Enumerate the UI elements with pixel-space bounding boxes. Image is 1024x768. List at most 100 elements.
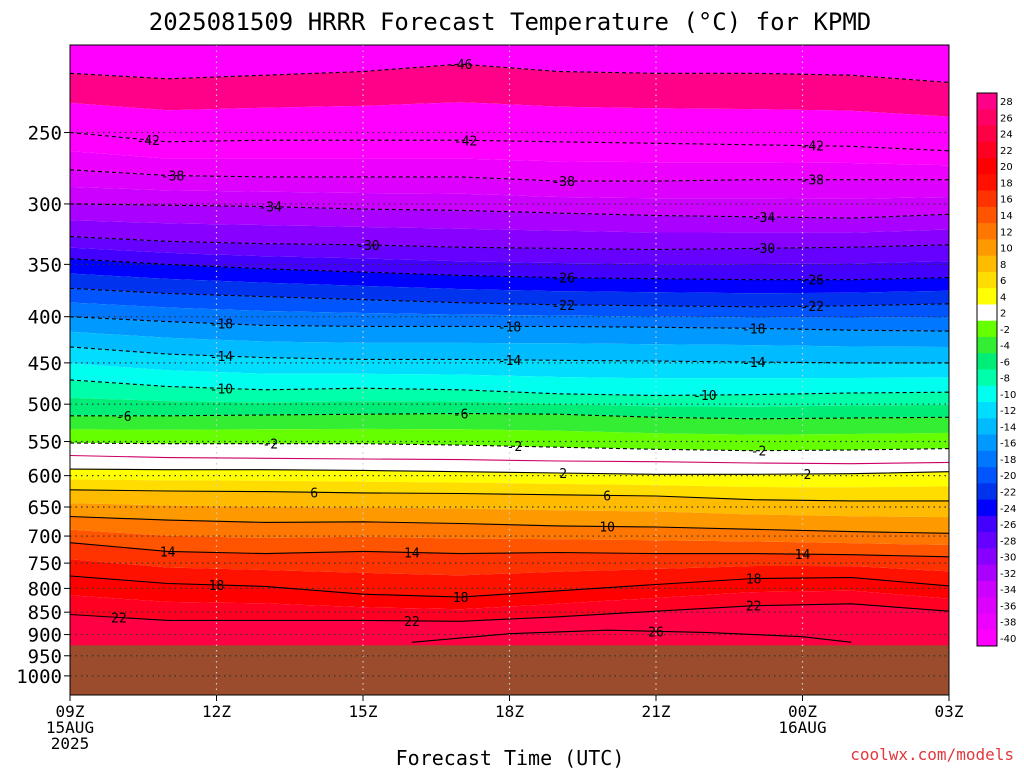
legend-label: -40 (1000, 634, 1016, 645)
chart-title: 2025081509 HRRR Forecast Temperature (°C… (149, 8, 871, 36)
legend-swatch (977, 190, 997, 208)
color-band (70, 288, 949, 318)
legend-frame (976, 92, 998, 647)
y-tick-label: 500 (28, 394, 62, 416)
legend-label: 6 (1000, 276, 1006, 287)
contour-label: -14 (498, 354, 522, 369)
color-band (70, 469, 949, 488)
legend-swatch (977, 597, 997, 614)
contour-label: -10 (210, 382, 233, 397)
contour-label: 10 (599, 520, 615, 535)
contour-label: -6 (453, 407, 469, 422)
legend-swatch (977, 434, 997, 452)
legend-label: 2 (1000, 309, 1006, 320)
color-band (70, 273, 949, 307)
legend-label: -6 (1000, 357, 1010, 368)
contour-label: 22 (111, 611, 127, 626)
legend-swatch (977, 288, 997, 305)
legend-swatch (977, 385, 997, 403)
legend-label: -34 (1000, 585, 1016, 596)
contour-label: -42 (454, 134, 477, 149)
legend-label: -26 (1000, 520, 1016, 531)
x-tick-label: 18Z (495, 702, 524, 721)
contour-label: -38 (551, 175, 574, 190)
legend-label: 22 (1000, 146, 1013, 157)
contour-label: 18 (209, 579, 225, 594)
contour-label: -14 (742, 356, 766, 371)
legend-swatch (977, 418, 997, 436)
contour-label: 22 (746, 600, 762, 615)
contour-label: -22 (551, 299, 574, 314)
contour-label: -2 (507, 440, 523, 455)
color-band (70, 479, 949, 501)
legend-label: -28 (1000, 536, 1016, 547)
contour-label: 18 (746, 572, 762, 587)
ground-fill (70, 645, 949, 695)
contour-label: -46 (449, 58, 472, 73)
legend-swatch (977, 109, 997, 127)
x-tick-label: 15AUG (46, 718, 94, 737)
legend-swatch (977, 483, 997, 501)
y-tick-label: 700 (28, 526, 62, 548)
legend-swatch (977, 532, 997, 549)
color-band (70, 363, 949, 396)
temperature-contours: -46-42 -42 -42-38 -38 -38-34-34-30 -30-26 -26-… (70, 58, 949, 643)
contour-line (70, 489, 949, 502)
contour-label: -2 (751, 445, 767, 460)
x-tick-label: 03Z (935, 702, 964, 721)
color-band (70, 236, 949, 265)
y-tick-label: 250 (28, 122, 62, 144)
contour-label: -18 (210, 318, 233, 333)
legend-swatch (977, 336, 997, 354)
contour-label: -30 (356, 239, 379, 254)
y-tick-label: 650 (28, 497, 62, 519)
contour-label: -18 (742, 322, 765, 337)
contour-label: -38 (161, 170, 184, 185)
legend-label: 24 (1000, 130, 1013, 141)
color-band (70, 529, 949, 557)
y-tick-label: 900 (28, 625, 62, 647)
legend-swatch (977, 548, 997, 566)
y-axis: 2503003504004505005506006507007508008509… (16, 122, 70, 688)
contour-label: -6 (116, 410, 132, 425)
legend-label: 26 (1000, 113, 1013, 124)
legend-label: 18 (1000, 178, 1013, 189)
legend-swatch (977, 93, 997, 110)
ground-rect (70, 645, 949, 695)
legend-label: -30 (1000, 553, 1016, 564)
contour-label: 6 (310, 486, 318, 501)
legend-swatch (977, 125, 997, 143)
contour-label: 14 (795, 548, 811, 563)
contour-label: -22 (801, 300, 824, 315)
x-tick-label: 2025 (51, 734, 90, 753)
contour-label: 2 (559, 467, 567, 482)
legend-swatch (977, 304, 997, 322)
legend-swatch (977, 320, 997, 338)
legend-swatch (977, 450, 997, 468)
contour-label: -34 (752, 211, 776, 226)
x-axis-title: Forecast Time (UTC) (396, 746, 625, 768)
contour-label: -18 (498, 320, 521, 335)
legend-label: -38 (1000, 618, 1016, 629)
y-tick-label: 350 (28, 254, 62, 276)
legend-swatch (977, 580, 997, 598)
contour-label: -42 (136, 134, 159, 149)
legend-label: -10 (1000, 390, 1016, 401)
x-tick-label: 09Z (56, 702, 85, 721)
contour-label: -14 (210, 350, 234, 365)
y-tick-label: 750 (28, 553, 62, 575)
color-band (70, 302, 949, 332)
legend-swatch (977, 369, 997, 387)
contour-line (70, 603, 949, 622)
legend-swatch (977, 141, 997, 159)
contour-label: 6 (603, 489, 611, 504)
legend-label: -4 (1000, 341, 1010, 352)
contour-label: -30 (752, 242, 775, 257)
legend-label: 16 (1000, 195, 1013, 206)
contour-label: 14 (160, 545, 176, 560)
color-band (70, 576, 949, 610)
legend-swatch (977, 402, 997, 419)
y-tick-label: 950 (28, 646, 62, 668)
color-band (70, 489, 949, 518)
color-band (70, 590, 949, 622)
